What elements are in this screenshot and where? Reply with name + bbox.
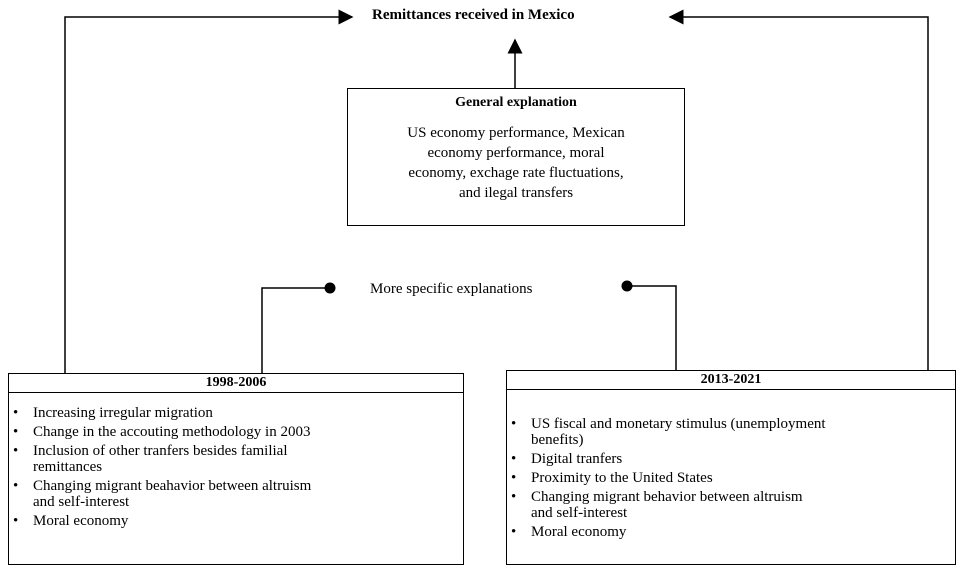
text-line: Digital tranfers — [531, 451, 623, 467]
text-line: economy performance, moral — [427, 145, 605, 161]
text-line: and self-interest — [33, 494, 130, 510]
title: Remittances received in Mexico — [372, 7, 575, 23]
box-title: 2013-2021 — [507, 372, 955, 390]
bullet-list: Increasing irregular migration Change in … — [9, 405, 463, 529]
text-line: US fiscal and monetary stimulus (unemplo… — [531, 416, 826, 432]
bullet-item: Moral economy — [9, 513, 463, 529]
left-box: 1998-2006 Increasing irregular migration… — [8, 373, 464, 565]
dot — [324, 282, 336, 294]
bullet-item: Change in the accouting methodology in 2… — [9, 424, 463, 440]
text-line: Change in the accouting methodology in 2… — [33, 424, 311, 440]
bullet-item: Digital tranfers — [507, 451, 955, 467]
text-line: Moral economy — [531, 524, 627, 540]
bullet-item: Moral economy — [507, 524, 955, 540]
left-arrow — [64, 9, 354, 378]
text-line: Increasing irregular migration — [33, 405, 213, 421]
right-connector — [627, 285, 677, 370]
text-line: and self-interest — [531, 505, 628, 521]
connector-label: More specific explanations — [370, 281, 533, 297]
text-line: US economy performance, Mexican — [407, 125, 625, 141]
text-line: and ilegal transfers — [458, 185, 574, 201]
bullet-item: Changing migrant behavior between altrui… — [507, 489, 955, 521]
text-line: benefits) — [531, 432, 584, 448]
bullet-list: US fiscal and monetary stimulus (unemplo… — [507, 416, 955, 540]
text-line: Changing migrant beahavior between altru… — [33, 478, 312, 494]
bullet-item: Proximity to the United States — [507, 470, 955, 486]
box-title: 1998-2006 — [9, 375, 463, 393]
bullet-item: US fiscal and monetary stimulus (unemplo… — [507, 416, 955, 448]
box-text: US economy performance, Mexican economy p… — [348, 123, 684, 203]
text-line: Inclusion of other tranfers besides fami… — [33, 443, 288, 459]
text-line: Proximity to the United States — [531, 470, 713, 486]
bullet-item: Changing migrant beahavior between altru… — [9, 478, 463, 510]
box-title: General explanation — [455, 95, 577, 110]
general-box: General explanation US economy performan… — [347, 88, 685, 226]
right-box: 2013-2021 US fiscal and monetary stimulu… — [506, 370, 956, 565]
dot — [621, 280, 633, 292]
bullet-item: Increasing irregular migration — [9, 405, 463, 421]
text-line: economy, exchage rate fluctuations, — [408, 165, 624, 181]
left-connector — [261, 287, 330, 373]
text-line: Moral economy — [33, 513, 129, 529]
text-line: Changing migrant behavior between altrui… — [531, 489, 803, 505]
text-line: remittances — [33, 459, 103, 475]
bullet-item: Inclusion of other tranfers besides fami… — [9, 443, 463, 475]
right-arrow — [668, 9, 929, 370]
